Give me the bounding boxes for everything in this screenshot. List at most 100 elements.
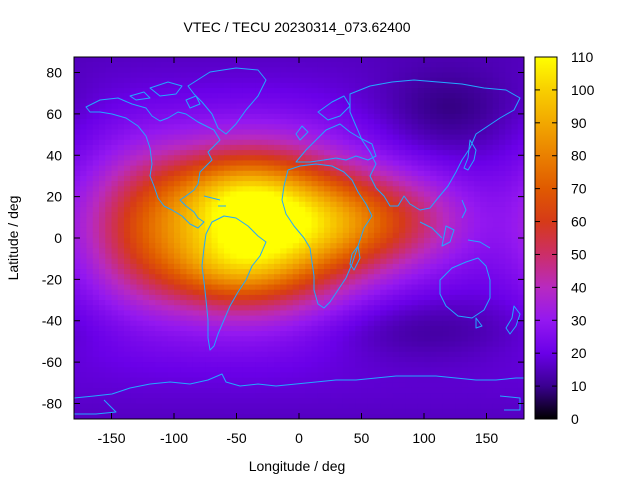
heatmap-cell	[274, 315, 281, 322]
heatmap-cell	[74, 331, 81, 337]
heatmap-cell	[217, 362, 225, 368]
heatmap-cell	[342, 134, 350, 141]
heatmap-cell	[361, 217, 369, 224]
heatmap-cell	[311, 113, 319, 120]
heatmap-cell	[111, 398, 119, 405]
heatmap-cell	[230, 119, 238, 125]
heatmap-cell	[411, 341, 419, 348]
heatmap-cell	[317, 403, 325, 410]
heatmap-cell	[274, 212, 281, 218]
heatmap-cell	[449, 243, 456, 249]
heatmap-cell	[217, 113, 225, 120]
heatmap-cell	[361, 113, 369, 120]
heatmap-cell	[336, 62, 344, 68]
heatmap-cell	[492, 170, 500, 177]
heatmap-cell	[292, 336, 300, 343]
heatmap-cell	[430, 150, 438, 156]
heatmap-cell	[492, 77, 500, 84]
heatmap-cell	[199, 294, 206, 301]
heatmap-cell	[467, 408, 475, 415]
heatmap-cell	[267, 310, 275, 317]
heatmap-cell	[261, 362, 269, 368]
heatmap-cell	[155, 191, 163, 198]
heatmap-cell	[511, 356, 519, 363]
heatmap-cell	[505, 398, 513, 405]
heatmap-cell	[217, 139, 225, 146]
heatmap-cell	[505, 294, 513, 301]
heatmap-cell	[274, 403, 281, 410]
heatmap-cell	[186, 72, 194, 79]
heatmap-cell	[236, 269, 244, 275]
heatmap-cell	[299, 113, 306, 120]
heatmap-cell	[461, 93, 469, 99]
heatmap-cell	[124, 62, 131, 68]
heatmap-cell	[217, 356, 225, 363]
heatmap-cell	[499, 108, 506, 115]
heatmap-cell	[386, 356, 394, 363]
heatmap-cell	[317, 382, 325, 389]
heatmap-cell	[330, 165, 338, 172]
heatmap-cell	[511, 248, 519, 255]
heatmap-cell	[180, 119, 188, 125]
heatmap-cell	[380, 362, 388, 368]
heatmap-cell	[499, 103, 506, 110]
heatmap-cell	[230, 351, 238, 358]
heatmap-cell	[211, 310, 219, 317]
heatmap-cell	[386, 408, 394, 415]
heatmap-cell	[286, 248, 294, 255]
heatmap-cell	[92, 258, 100, 265]
heatmap-cell	[174, 243, 181, 249]
heatmap-cell	[336, 377, 344, 384]
heatmap-cell	[511, 341, 519, 348]
heatmap-cell	[261, 72, 269, 79]
heatmap-cell	[230, 170, 238, 177]
heatmap-cell	[255, 119, 263, 125]
heatmap-cell	[124, 310, 131, 317]
heatmap-cell	[199, 82, 206, 89]
heatmap-cell	[124, 93, 131, 99]
heatmap-cell	[380, 274, 388, 280]
heatmap-cell	[505, 403, 513, 410]
heatmap-cell	[149, 165, 156, 172]
heatmap-cell	[380, 196, 388, 203]
heatmap-cell	[342, 336, 350, 343]
heatmap-cell	[86, 305, 94, 311]
heatmap-cell	[505, 248, 513, 255]
heatmap-cell	[280, 346, 288, 353]
heatmap-cell	[274, 67, 281, 74]
heatmap-cell	[461, 263, 469, 270]
heatmap-cell	[280, 258, 288, 265]
heatmap-cell	[386, 98, 394, 105]
heatmap-cell	[517, 372, 524, 379]
heatmap-cell	[130, 103, 138, 110]
heatmap-cell	[261, 356, 269, 363]
heatmap-cell	[324, 62, 331, 68]
heatmap-cell	[149, 274, 156, 280]
heatmap-cell	[249, 175, 256, 182]
heatmap-cell	[305, 77, 313, 84]
heatmap-cell	[349, 346, 356, 353]
heatmap-cell	[436, 196, 444, 203]
heatmap-cell	[167, 82, 175, 89]
heatmap-cell	[492, 57, 500, 63]
heatmap-cell	[217, 129, 225, 136]
heatmap-cell	[480, 238, 488, 244]
heatmap-cell	[136, 403, 144, 410]
heatmap-cell	[436, 98, 444, 105]
heatmap-cell	[261, 315, 269, 322]
heatmap-cell	[411, 243, 419, 249]
heatmap-cell	[261, 341, 269, 348]
heatmap-cell	[86, 124, 94, 130]
heatmap-cell	[361, 274, 369, 280]
heatmap-cell	[192, 336, 200, 343]
heatmap-cell	[249, 119, 256, 125]
heatmap-cell	[261, 336, 269, 343]
heatmap-cell	[442, 356, 450, 363]
heatmap-cell	[105, 82, 113, 89]
heatmap-cell	[224, 263, 231, 270]
heatmap-cell	[342, 289, 350, 296]
heatmap-cell	[186, 279, 194, 286]
heatmap-cell	[486, 72, 494, 79]
heatmap-cell	[355, 325, 363, 332]
heatmap-cell	[92, 356, 100, 363]
